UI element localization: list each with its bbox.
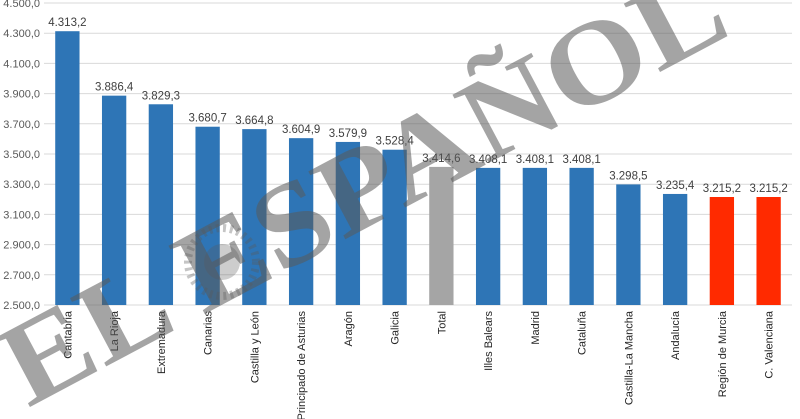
x-category-label: Extremadura	[156, 310, 168, 374]
y-tick-label: 2.500,0	[3, 300, 40, 312]
y-tick-label: 4.300,0	[3, 28, 40, 40]
bar	[429, 166, 454, 305]
x-category-label: La Rioja	[109, 310, 121, 351]
bar	[55, 31, 80, 306]
x-category-label: C. Valenciana	[764, 310, 776, 379]
x-category-label: Castilla y León	[249, 311, 261, 383]
y-tick-label: 3.500,0	[3, 149, 40, 161]
x-category-label: Castilla-La Mancha	[623, 310, 635, 405]
x-category-label: Región de Murcia	[717, 310, 729, 397]
x-category-label: Illes Balears	[483, 311, 495, 371]
data-label: 3.215,2	[703, 183, 741, 195]
x-axis-category-labels: Cantabria La Rioja Extremadura Canarias Cast…	[62, 310, 775, 419]
x-category-label: Cataluña	[577, 310, 589, 355]
data-label: 4.313,2	[48, 17, 86, 29]
x-category-label: Aragón	[343, 311, 355, 346]
data-label: 3.408,1	[469, 154, 507, 166]
data-label: 3.829,3	[142, 90, 180, 102]
bar	[569, 167, 594, 305]
data-label: 3.215,2	[749, 183, 787, 195]
y-tick-label: 3.700,0	[3, 119, 40, 131]
x-category-label: Andalucía	[670, 310, 682, 360]
data-label: 3.528,4	[375, 136, 414, 148]
lion-head-emblem-icon	[184, 224, 260, 300]
data-label: 3.408,1	[516, 154, 554, 166]
y-tick-label: 3.900,0	[3, 89, 40, 101]
bar	[101, 95, 127, 306]
x-category-label: Total	[436, 311, 448, 334]
bar	[475, 167, 501, 305]
x-category-label: Cantabria	[62, 310, 74, 359]
data-label: 3.886,4	[95, 82, 134, 94]
y-tick-label: 2.700,0	[3, 270, 40, 282]
bar	[242, 129, 267, 305]
y-tick-label: 4.100,0	[3, 58, 40, 70]
bar	[522, 167, 548, 305]
data-label: 3.408,1	[562, 154, 600, 166]
data-label: 3.235,4	[656, 180, 695, 192]
bar	[195, 126, 220, 306]
bars	[55, 31, 781, 306]
y-axis-tick-labels: 2.500,0 2.700,0 2.900,0 3.100,0 3.300,0 3.500…	[3, 0, 40, 312]
data-label: 3.680,7	[188, 113, 226, 125]
bar	[662, 193, 688, 305]
bar	[148, 104, 174, 306]
y-tick-label: 4.500,0	[3, 0, 40, 10]
data-label: 3.298,5	[609, 170, 647, 182]
data-label: 3.414,6	[422, 153, 460, 165]
y-tick-label: 3.100,0	[3, 209, 40, 221]
y-tick-label: 3.300,0	[3, 179, 40, 191]
bar	[756, 197, 781, 305]
bar	[382, 149, 407, 305]
bar	[288, 138, 314, 305]
data-label: 3.664,8	[235, 115, 273, 127]
x-category-label: Galicia	[390, 310, 402, 345]
y-tick-label: 2.900,0	[3, 240, 40, 252]
bar	[616, 184, 641, 305]
x-category-label: Madrid	[530, 311, 542, 345]
bar	[335, 141, 361, 305]
bar	[709, 197, 735, 305]
data-label: 3.579,9	[329, 128, 367, 140]
x-category-label: Principado de Asturias	[296, 311, 308, 419]
x-category-label: Canarias	[203, 311, 215, 356]
data-label: 3.604,9	[282, 124, 320, 136]
data-labels: 4.313,2 3.886,4 3.829,3 3.680,7 3.664,8 3.604…	[48, 17, 788, 195]
